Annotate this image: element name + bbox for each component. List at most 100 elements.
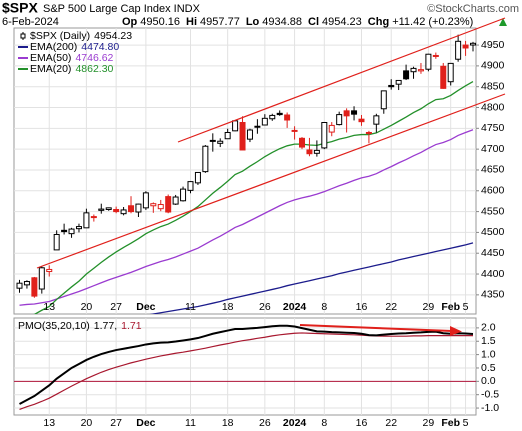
y-tick-label: 4800 [481,101,505,113]
subtitle: S&P 500 Large Cap Index INDX [43,3,201,15]
candle-body [373,115,380,125]
x-tick-label: Dec [136,301,155,313]
legend-separator: , [114,320,117,332]
candle-body [83,212,90,229]
candle-body [209,139,216,142]
x-tick-label: 18 [222,301,234,313]
candle-body [306,149,313,155]
candle-body [343,110,350,117]
y-tick-label: 4500 [481,226,505,238]
candle-body [410,67,417,73]
candle-body [447,62,454,83]
x-tick-label: 5 [463,417,469,429]
candle-body [470,42,476,46]
quote-label: Hi [186,16,197,28]
x-tick-label: 16 [356,417,368,429]
arrow-head [450,326,462,336]
candle-body [90,216,97,219]
candle-body [180,188,187,202]
x-tick-label: 18 [222,417,234,429]
candle-body [172,196,179,205]
price-panel [13,27,477,315]
quote-value: 4950.16 [140,16,180,28]
candle-body [403,70,410,80]
quote-label: Op [122,16,138,28]
x-tick-label: 22 [385,301,397,313]
date: 6-Feb-2024 [2,16,59,28]
trend-line [177,17,506,143]
up-arrow-icon [499,18,507,26]
y-tick-label: 4600 [481,185,505,197]
legend-value: 4746.62 [75,52,113,64]
x-tick-label: 27 [110,417,122,429]
candle-body [380,90,387,110]
x-tick-label: 29 [423,417,435,429]
quote-value: 4957.77 [200,16,240,28]
candle-body [321,122,328,149]
x-tick-label: 8 [321,301,327,313]
x-tick-label: 11 [185,301,196,313]
x-tick-label: 16 [356,301,368,313]
x-tick-label: 2024 [283,301,307,313]
candle-body [284,114,291,121]
arrow-annotation [299,324,453,332]
y-tick-label: 4750 [481,122,505,134]
y-tick-label: 4450 [481,247,505,259]
y-tick-label: 2.0 [481,322,496,334]
y-tick-label: 4850 [481,80,505,92]
legend-name: EMA(200) [30,41,77,53]
candle-body [53,233,60,251]
legend-entry: EMA(20) 4862.30 [30,63,114,75]
candle-body [358,118,365,123]
x-tick-label: 22 [385,417,397,429]
candle-body [254,125,261,128]
pmo-line [19,332,473,410]
x-tick-label: 26 [259,301,271,313]
x-tick-label: Dec [136,417,155,429]
x-tick-label: Feb [441,417,460,429]
candle-body [105,207,112,211]
candle-body [351,110,358,115]
quote-value: +11.42 (+0.23%) [392,16,473,28]
candle-body [217,140,224,144]
ema-line [33,81,474,314]
candle-body [299,137,306,148]
source: ©StockCharts.com [427,3,519,15]
candle-body [291,129,298,132]
x-tick-label: 20 [81,417,93,429]
y-tick-label: 0.0 [481,375,496,387]
x-tick-label: 13 [43,301,55,313]
candle-body [440,65,447,89]
legend-name: $SPX (Daily) [30,30,90,42]
legend-value: 1.71 [121,320,142,332]
candle-body [432,54,439,57]
candle-body [38,267,45,290]
candle-body [16,282,23,289]
ema-line [19,129,474,306]
candle-body [68,228,75,235]
legend-candle [20,33,26,39]
quote: Op 4950.16 Hi 4957.77 Lo 4934.88 Cl 4954.23 Chg +… [122,16,473,28]
legend-value: 4474.80 [81,41,119,53]
quote-value: 4934.88 [262,16,302,28]
candle-body [75,226,82,230]
x-tick-label: 27 [110,301,122,313]
candle-body [224,131,231,140]
candle-body [328,124,335,133]
candle-body [336,114,343,126]
legend-entry: $SPX (Daily) 4954.23 [30,30,132,42]
x-tick-label: Feb [441,301,460,313]
candle-body [455,40,462,60]
candle-body [365,131,372,134]
candle-body [165,196,172,213]
x-tick-label: 29 [423,301,435,313]
quote-label: Chg [368,16,389,28]
candle-body [239,122,246,151]
x-tick-label: 8 [321,417,327,429]
candle-body [128,205,135,213]
y-tick-label: 4650 [481,164,505,176]
x-tick-label: 11 [185,417,196,429]
candle-body [425,53,432,70]
candle-body [246,129,253,140]
quote-value: 4954.23 [322,16,362,28]
